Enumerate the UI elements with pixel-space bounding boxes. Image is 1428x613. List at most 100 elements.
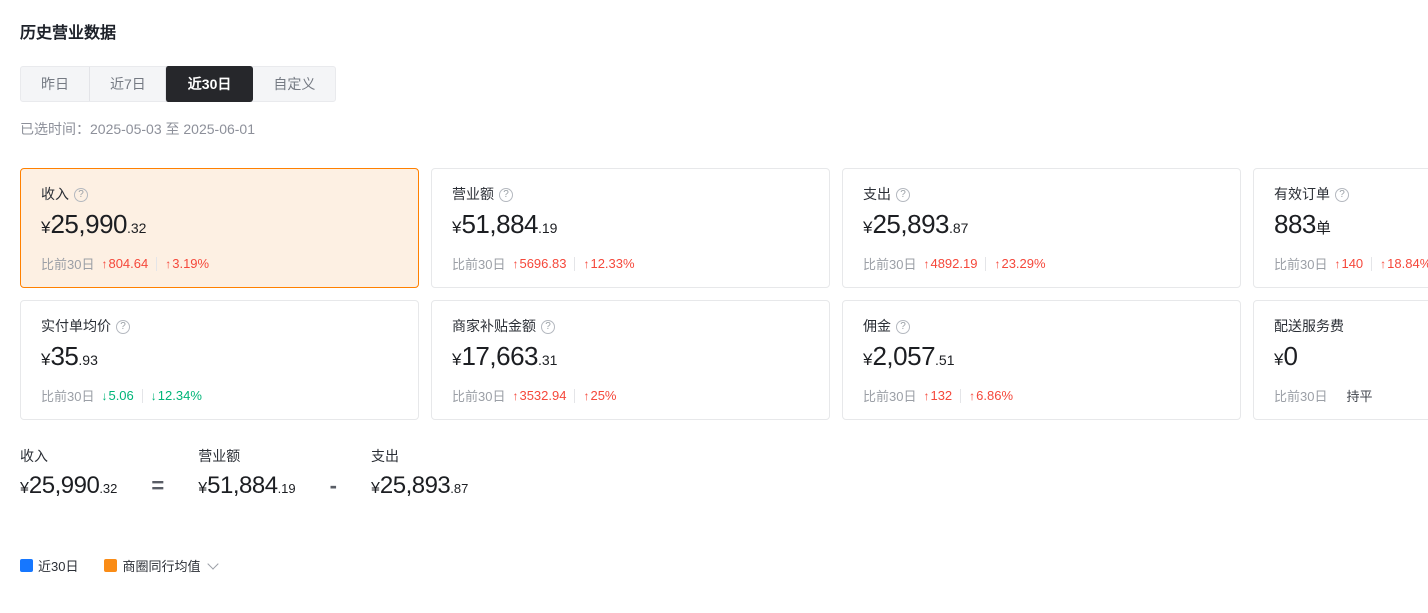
- tab-last-30-days[interactable]: 近30日: [164, 66, 254, 102]
- legend-item-peer-average-dropdown[interactable]: 商圈同行均值: [104, 556, 220, 575]
- metric-value: ¥2,057.51: [863, 341, 955, 371]
- question-circle-icon[interactable]: ?: [74, 187, 88, 202]
- delta-percent: 23.29%: [1001, 256, 1046, 271]
- arrow-up-icon: ↑: [994, 256, 1001, 271]
- question-circle-icon[interactable]: ?: [896, 187, 910, 202]
- delta-value: 140: [1341, 256, 1364, 271]
- compare-row: 比前30日 ↑ 4892.19 ↑ 23.29%: [863, 256, 1046, 272]
- arrow-up-icon: ↑: [512, 388, 519, 403]
- delta-value: 132: [930, 388, 953, 403]
- arrow-up-icon: ↑: [1380, 256, 1387, 271]
- delta-value: 5696.83: [519, 256, 567, 271]
- currency-symbol: ¥: [452, 218, 462, 237]
- compare-row: 比前30日 ↑ 3532.94 ↑ 25%: [452, 388, 617, 404]
- metric-value: ¥25,990.32: [41, 209, 147, 239]
- arrow-up-icon: ↑: [1334, 256, 1341, 271]
- delta-percent: 3.19%: [172, 256, 210, 271]
- formula-item-income: 收入 ¥25,990.32: [20, 448, 118, 499]
- currency-symbol: ¥: [198, 480, 208, 497]
- metric-card-valid-orders[interactable]: 有效订单 ? 883单 比前30日 ↑ 140 ↑ 18.84%: [1253, 168, 1428, 288]
- compare-divider: [574, 388, 576, 403]
- date-range-tab-bar: 昨日 近7日 近30日 自定义: [20, 66, 337, 102]
- delta-value: 4892.19: [930, 256, 978, 271]
- arrow-down-icon: ↓: [150, 388, 157, 403]
- legend-swatch-blue: [20, 559, 33, 572]
- question-circle-icon[interactable]: ?: [1335, 187, 1349, 202]
- metric-label: 商家补贴金额: [452, 318, 536, 334]
- compare-divider: [960, 388, 962, 403]
- arrow-up-icon: ↑: [583, 388, 590, 403]
- metric-card-commission[interactable]: 佣金 ? ¥2,057.51 比前30日 ↑ 132 ↑ 6.86%: [842, 300, 1241, 420]
- value-unit: 单: [1315, 220, 1331, 237]
- operator-equals: =: [151, 473, 165, 498]
- income-formula: 收入 ¥25,990.32 = 营业额 ¥51,884.19 - 支出 ¥25,…: [20, 448, 1428, 504]
- delta-percent: 18.84%: [1387, 256, 1428, 271]
- metric-value: ¥51,884.19: [452, 209, 558, 239]
- delta-value: 804.64: [108, 256, 149, 271]
- currency-symbol: ¥: [370, 480, 380, 497]
- tab-custom-range[interactable]: 自定义: [273, 76, 316, 92]
- question-circle-icon[interactable]: ?: [896, 319, 910, 334]
- compare-row: 比前30日 ↑ 5696.83 ↑ 12.33%: [452, 256, 635, 272]
- compare-divider: [141, 388, 143, 403]
- arrow-up-icon: ↑: [101, 256, 108, 271]
- question-circle-icon[interactable]: ?: [499, 187, 513, 202]
- metric-value: ¥17,663.31: [452, 341, 558, 371]
- delta-percent: 25%: [590, 388, 617, 403]
- question-circle-icon[interactable]: ?: [541, 319, 555, 334]
- tab-yesterday[interactable]: 昨日: [41, 76, 69, 92]
- arrow-up-icon: ↑: [165, 256, 172, 271]
- currency-symbol: ¥: [863, 350, 873, 369]
- tab-last-7-days[interactable]: 近7日: [89, 67, 166, 101]
- compare-row: 比前30日 ↓ 5.06 ↓ 12.34%: [41, 388, 202, 404]
- arrow-up-icon: ↑: [923, 388, 930, 403]
- operator-minus: -: [329, 473, 337, 498]
- metric-label: 支出: [863, 186, 891, 202]
- currency-symbol: ¥: [452, 350, 462, 369]
- historical-business-data-panel: 历史营业数据 昨日 近7日 近30日 自定义 已选时间：2025-05-03 至…: [0, 24, 1428, 613]
- legend-label: 近30日: [38, 559, 79, 574]
- metric-card-delivery-service-fee[interactable]: 配送服务费 ¥0 比前30日 持平: [1253, 300, 1428, 420]
- compare-row: 比前30日 ↑ 140 ↑ 18.84%: [1274, 254, 1428, 273]
- delta-value: 3532.94: [519, 388, 567, 403]
- page-title: 历史营业数据: [20, 25, 117, 42]
- arrow-up-icon: ↑: [969, 388, 976, 403]
- question-circle-icon[interactable]: ?: [116, 319, 130, 334]
- metric-card-expense[interactable]: 支出 ? ¥25,893.87 比前30日 ↑ 4892.19 ↑ 23.29%: [842, 168, 1241, 288]
- arrow-down-icon: ↓: [101, 388, 108, 403]
- legend-item-last-30-days: 近30日: [20, 556, 78, 575]
- metric-card-income[interactable]: 收入 ? ¥25,990.32 比前30日 ↑ 804.64 ↑ 3.19%: [20, 168, 419, 288]
- delta-percent: 6.86%: [976, 388, 1014, 403]
- metrics-grid: 收入 ? ¥25,990.32 比前30日 ↑ 804.64 ↑ 3.19% 营业额…: [20, 168, 1428, 420]
- selected-time-row: 已选时间：2025-05-03 至 2025-06-01: [20, 121, 1428, 137]
- currency-symbol: ¥: [863, 218, 873, 237]
- flat-indicator: 持平: [1346, 389, 1373, 404]
- metric-label: 佣金: [863, 318, 891, 334]
- legend-label: 商圈同行均值: [122, 559, 201, 574]
- compare-row: 比前30日 ↑ 132 ↑ 6.86%: [863, 388, 1014, 404]
- metric-card-merchant-subsidy[interactable]: 商家补贴金额 ? ¥17,663.31 比前30日 ↑ 3532.94 ↑ 25%: [431, 300, 830, 420]
- metric-card-revenue[interactable]: 营业额 ? ¥51,884.19 比前30日 ↑ 5696.83 ↑ 12.33%: [431, 168, 830, 288]
- arrow-up-icon: ↑: [583, 256, 590, 271]
- chart-legend: 近30日 商圈同行均值: [20, 556, 1428, 575]
- metric-label: 有效订单: [1274, 186, 1330, 202]
- chevron-down-icon: [207, 558, 220, 570]
- currency-symbol: ¥: [1274, 350, 1284, 369]
- formula-item-expense: 支出 ¥25,893.87: [370, 448, 469, 499]
- delta-value: 5.06: [108, 388, 134, 403]
- currency-symbol: ¥: [41, 218, 51, 237]
- metric-label: 配送服务费: [1274, 318, 1344, 334]
- compare-divider: [574, 256, 576, 271]
- metric-card-avg-paid-per-order[interactable]: 实付单均价 ? ¥35.93 比前30日 ↓ 5.06 ↓ 12.34%: [20, 300, 419, 420]
- selected-time-value: 2025-05-03 至 2025-06-01: [90, 121, 256, 137]
- compare-row: 比前30日 持平: [1274, 386, 1428, 405]
- metric-label: 实付单均价: [41, 318, 111, 334]
- selected-time-label: 已选时间：: [20, 121, 90, 137]
- delta-percent: 12.34%: [157, 388, 202, 403]
- metric-value: ¥0: [1274, 341, 1298, 371]
- currency-symbol: ¥: [41, 350, 51, 369]
- delta-percent: 12.33%: [590, 256, 635, 271]
- compare-row: 比前30日 ↑ 804.64 ↑ 3.19%: [41, 256, 210, 272]
- metric-value: ¥35.93: [41, 341, 98, 371]
- metric-value: 883单: [1274, 209, 1331, 239]
